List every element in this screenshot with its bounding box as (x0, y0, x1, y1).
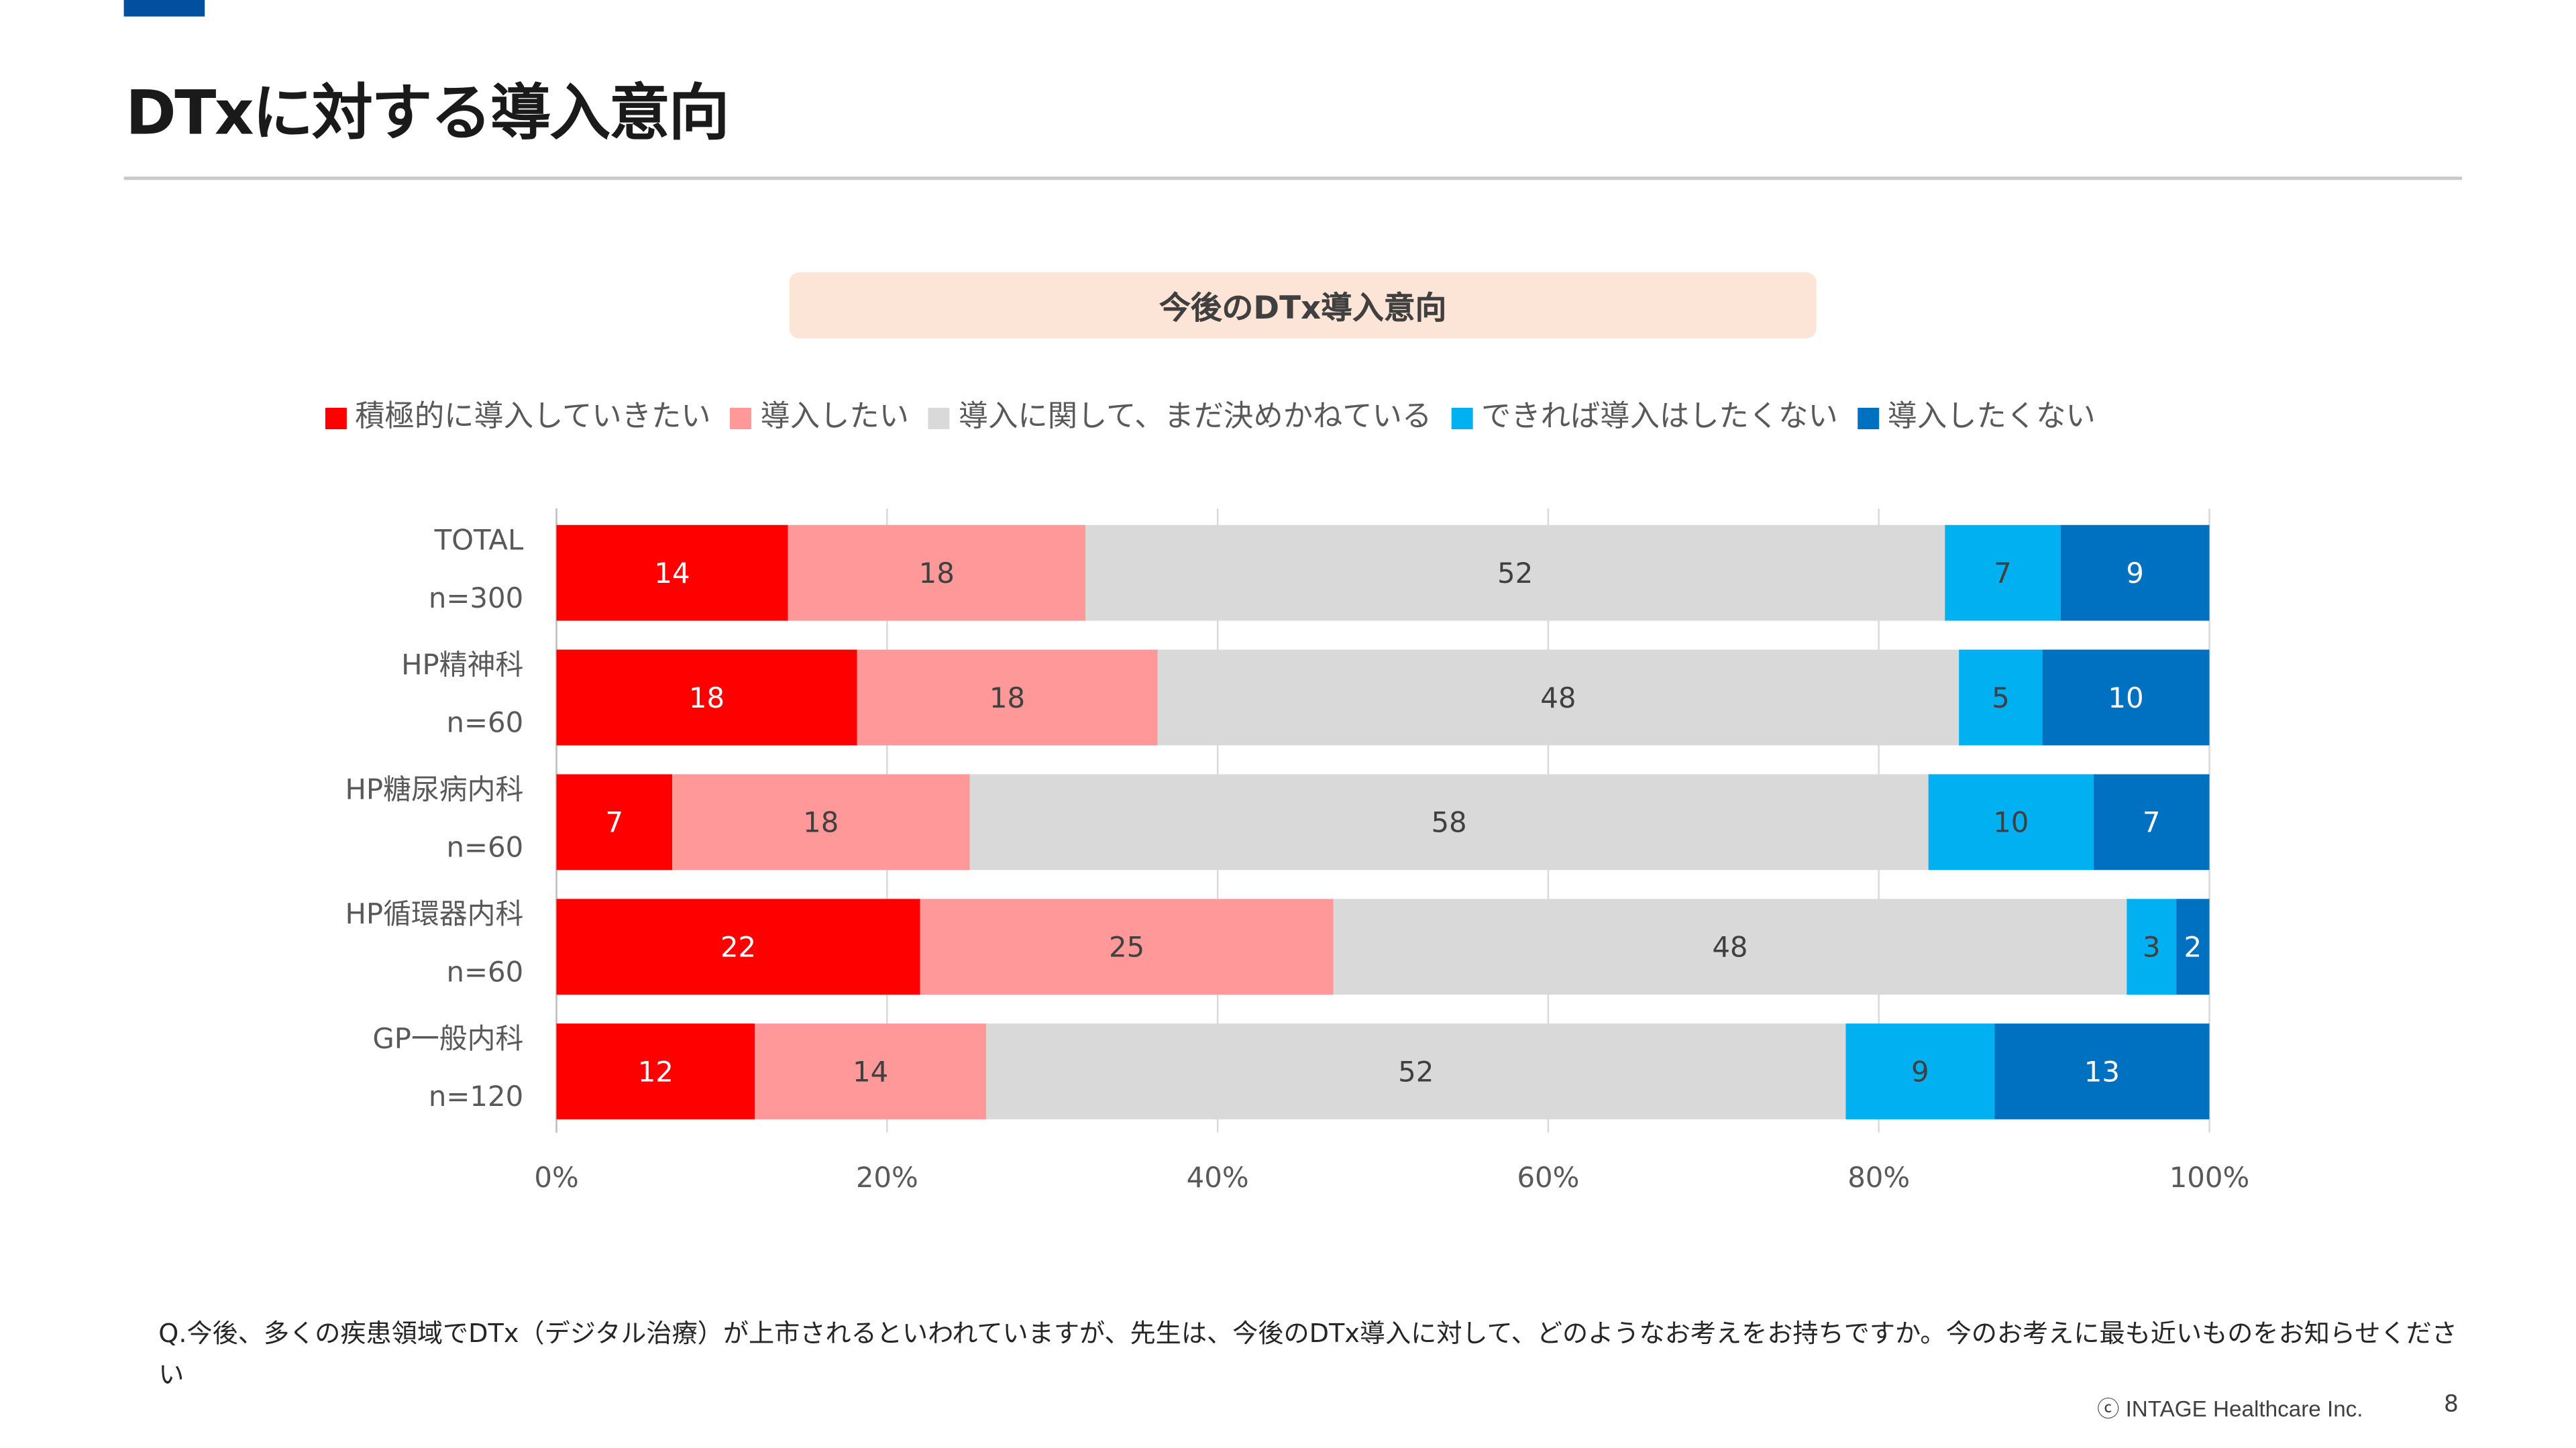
bar-segment (556, 649, 857, 746)
data-label: 5 (1992, 681, 2010, 714)
bar-segment (1157, 649, 1960, 746)
category-sample-size: n=120 (429, 1080, 523, 1113)
legend-swatch (1858, 406, 1880, 429)
data-label: 18 (689, 681, 724, 714)
bar-segment (920, 899, 1334, 995)
data-label: 12 (638, 1055, 674, 1088)
legend-label: 導入に関して、まだ決めかねている (958, 399, 1432, 435)
category-label: GP一般内科 (372, 1022, 523, 1055)
x-tick-label: 100% (2169, 1161, 2250, 1194)
legend-label: 導入したくない (1887, 399, 2096, 435)
data-label: 14 (853, 1055, 888, 1088)
legend-item: 導入したい (731, 393, 909, 436)
chart-legend: 積極的に導入していきたい 導入したい 導入に関して、まだ決めかねている できれば導入は… (325, 393, 2096, 436)
data-label: 9 (2126, 557, 2144, 590)
data-label: 18 (919, 557, 955, 590)
question-footnote: Q.今後、多くの疾患領域でDTx（デジタル治療）が上市されるといわれていますが、… (158, 1319, 2457, 1390)
legend-item: できれば導入はしたくない (1451, 393, 1838, 436)
category-label: HP循環器内科 (345, 897, 523, 930)
legend-swatch (928, 406, 951, 429)
bar-segment (1945, 524, 2061, 621)
data-label: 14 (654, 557, 690, 590)
data-label: 2 (2184, 930, 2202, 963)
bar-segment (556, 774, 673, 871)
legend-label: できれば導入はしたくない (1481, 399, 1838, 435)
data-label: 22 (720, 930, 756, 963)
legend-swatch (731, 406, 753, 429)
chart-title-banner: 今後のDTx導入意向 (789, 272, 1817, 339)
bar-segment (556, 899, 920, 995)
bar-segment (857, 649, 1158, 746)
data-label: 18 (989, 681, 1025, 714)
legend-label: 導入したい (760, 399, 909, 435)
category-label: HP糖尿病内科 (345, 773, 523, 805)
category-sample-size: n=60 (446, 955, 523, 988)
bar-segment (1959, 649, 2043, 746)
legend-swatch (1451, 406, 1473, 429)
bar-segment (1085, 524, 1945, 621)
title-divider (123, 176, 2463, 180)
copyright: ⓒ INTAGE Healthcare Inc. (2097, 1396, 2363, 1422)
brand-mark (123, 0, 205, 17)
category-label: TOTAL (434, 524, 524, 557)
bar-segment (1928, 774, 2094, 871)
data-label: 9 (1911, 1055, 1929, 1088)
bar-segment (755, 1023, 987, 1119)
bar-segment (986, 1023, 1846, 1119)
data-label: 3 (2143, 930, 2161, 963)
legend-item: 導入に関して、まだ決めかねている (928, 393, 1432, 436)
x-tick-label: 0% (534, 1161, 578, 1194)
data-label: 48 (1540, 681, 1576, 714)
bar-segment (672, 774, 970, 871)
bar-segment (556, 1023, 755, 1119)
data-label: 52 (1497, 557, 1533, 590)
bar-segment (2060, 524, 2210, 621)
data-label: 7 (2143, 806, 2161, 839)
bar-segment (1994, 1023, 2210, 1119)
legend-item: 積極的に導入していきたい (325, 393, 711, 436)
data-label: 48 (1712, 930, 1748, 963)
bar-segment (556, 524, 788, 621)
page-title: DTxに対する導入意向 (125, 77, 729, 149)
data-label: 18 (803, 806, 839, 839)
data-label: 58 (1431, 806, 1466, 839)
category-sample-size: n=60 (446, 706, 523, 739)
x-tick-label: 60% (1517, 1161, 1579, 1194)
data-label: 10 (1993, 806, 2029, 839)
bar-segment (788, 524, 1085, 621)
bar-segment (2094, 774, 2210, 871)
bar-segment (2042, 649, 2210, 746)
data-label: 7 (605, 806, 623, 839)
page-number: 8 (2444, 1392, 2459, 1418)
data-label: 13 (2084, 1055, 2120, 1088)
category-sample-size: n=300 (429, 581, 523, 614)
x-tick-label: 20% (856, 1161, 918, 1194)
legend-label: 積極的に導入していきたい (355, 399, 711, 435)
x-tick-label: 80% (1847, 1161, 1910, 1194)
category-sample-size: n=60 (446, 831, 523, 864)
bar-segment (1333, 899, 2127, 995)
bar-segment (2127, 899, 2177, 995)
legend-swatch (325, 406, 347, 429)
data-label: 10 (2108, 681, 2143, 714)
data-label: 52 (1398, 1055, 1434, 1088)
bar-segment (2176, 899, 2210, 995)
data-label: 7 (1994, 557, 2012, 590)
category-label: HP精神科 (401, 649, 523, 681)
bar-segment (1845, 1023, 1995, 1119)
data-label: 25 (1109, 930, 1144, 963)
bar-segment (969, 774, 1929, 871)
x-tick-label: 40% (1187, 1161, 1249, 1194)
legend-item: 導入したくない (1858, 393, 2096, 436)
